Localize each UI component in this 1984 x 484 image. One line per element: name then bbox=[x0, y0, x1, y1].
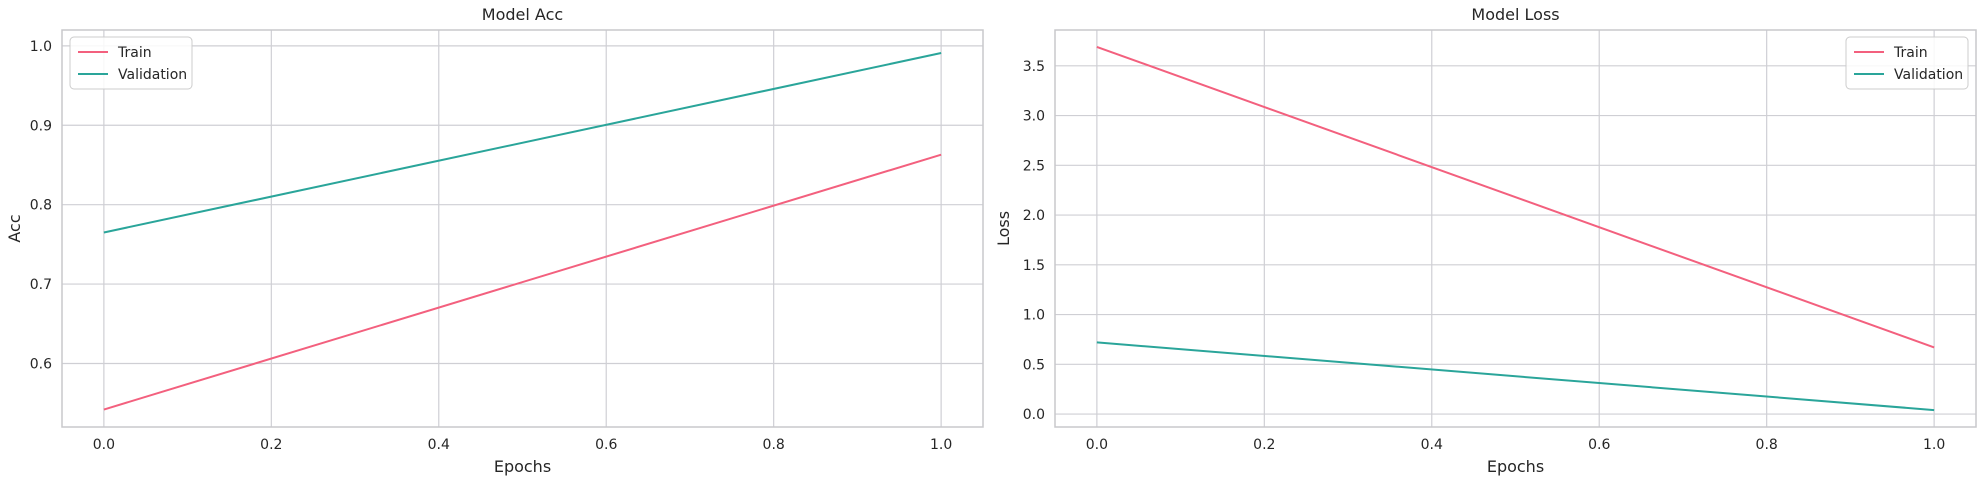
chart-title: Model Loss bbox=[1471, 5, 1559, 24]
y-axis-label: Acc bbox=[5, 214, 24, 242]
y-tick-label: 1.5 bbox=[1023, 258, 1045, 274]
legend-label-validation: Validation bbox=[1894, 67, 1963, 83]
y-tick-label: 0.8 bbox=[30, 198, 52, 214]
plot-frame bbox=[1054, 29, 1977, 428]
series-line-validation bbox=[103, 52, 942, 234]
x-tick-label: 0.4 bbox=[428, 437, 450, 453]
legend: Train Validation bbox=[1845, 36, 1969, 90]
x-tick-label: 0.0 bbox=[93, 437, 115, 453]
legend-label-train: Train bbox=[117, 45, 152, 61]
legend-box bbox=[1845, 36, 1969, 90]
grid bbox=[1055, 30, 1976, 427]
x-tick-label: 0.2 bbox=[1253, 437, 1275, 453]
y-tick-label: 0.6 bbox=[30, 356, 52, 372]
y-tick-label: 0.9 bbox=[30, 118, 52, 134]
y-tick-label: 0.5 bbox=[1023, 357, 1045, 373]
y-tick-label: 2.0 bbox=[1023, 208, 1045, 224]
y-tick-label: 0.7 bbox=[30, 277, 52, 293]
plot-frame bbox=[61, 29, 984, 428]
y-tick-label: 0.0 bbox=[1023, 407, 1045, 423]
series-line-train bbox=[103, 153, 942, 411]
legend-box bbox=[69, 36, 193, 90]
x-tick-label: 0.8 bbox=[763, 437, 785, 453]
legend-label-validation: Validation bbox=[118, 67, 187, 83]
series-line-train bbox=[1096, 45, 1935, 349]
y-tick-label: 1.0 bbox=[1023, 308, 1045, 324]
chart-title: Model Acc bbox=[482, 5, 563, 24]
x-tick-label: 1.0 bbox=[930, 437, 952, 453]
y-tick-label: 1.0 bbox=[30, 39, 52, 55]
acc-chart-panel: 0.0 0.2 0.4 0.6 0.8 1.0 0.6 0.7 0.8 0.9 1.0 Model A… bbox=[5, 5, 984, 476]
y-tick-label: 3.0 bbox=[1023, 109, 1045, 125]
x-tick-label: 0.0 bbox=[1086, 437, 1108, 453]
legend: Train Validation bbox=[69, 36, 193, 90]
x-tick-label: 0.6 bbox=[595, 437, 617, 453]
y-tick-label: 2.5 bbox=[1023, 158, 1045, 174]
x-tick-label: 0.2 bbox=[260, 437, 282, 453]
loss-chart-panel: 0.0 0.2 0.4 0.6 0.8 1.0 0.0 0.5 1.0 1.5 2.0 2.5 3.0 3… bbox=[994, 5, 1977, 476]
x-tick-label: 0.8 bbox=[1756, 437, 1778, 453]
legend-label-train: Train bbox=[1893, 45, 1928, 61]
x-axis-label: Epochs bbox=[1487, 457, 1544, 476]
x-tick-label: 0.6 bbox=[1588, 437, 1610, 453]
x-tick-label: 0.4 bbox=[1421, 437, 1443, 453]
series-line-validation bbox=[1096, 341, 1935, 412]
x-tick-label: 1.0 bbox=[1923, 437, 1945, 453]
x-axis-label: Epochs bbox=[494, 457, 551, 476]
grid bbox=[62, 30, 983, 427]
y-tick-label: 3.5 bbox=[1023, 59, 1045, 75]
y-axis-label: Loss bbox=[994, 211, 1013, 246]
